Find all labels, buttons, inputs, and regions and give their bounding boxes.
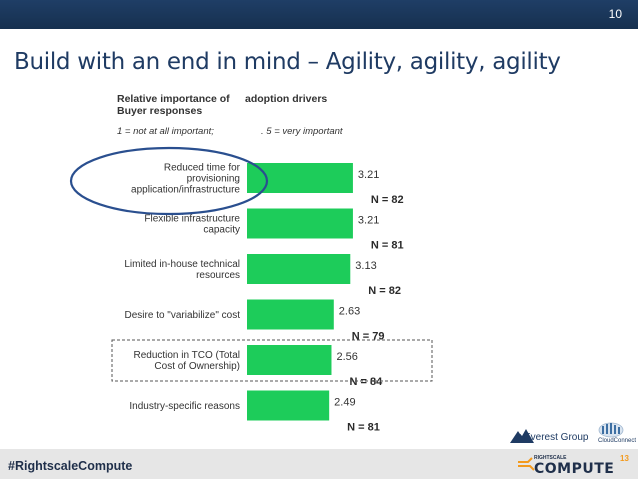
category-label-1: Flexible infrastructure capacity [144,214,240,236]
value-label-5: 2.49 [334,397,355,409]
cloudconnect-logo-text: CloudConnect [598,438,637,444]
highlight-circle [69,146,269,216]
category-label-2: Limited in-house technical resources [124,259,240,281]
value-label-1: 3.21 [358,215,379,227]
chart-header: Relative importance of adoption drivers B… [117,93,447,117]
category-label-4: Reduction in TCO (Total Cost of Ownership… [133,350,240,372]
bar-4 [247,345,332,375]
scale-low-label: 1 = not at all important; [117,126,214,137]
category-label-5: Industry-specific reasons [129,401,240,412]
n-label-4: N = 84 [349,376,383,388]
n-label-1: N = 81 [371,240,404,252]
scale-note: 1 = not at all important; . 5 = very impo… [117,126,447,137]
slide-number: 10 [608,7,622,21]
scale-high-label: . 5 = very important [261,126,343,137]
n-label-3: N = 79 [352,331,385,343]
value-label-2: 3.13 [355,260,376,272]
rightscale-small-text: RIGHTSCALE [534,455,567,461]
everest-group-logo-text: Everest Group [524,432,589,443]
n-label-2: N = 82 [368,285,401,297]
footer-bar [0,449,638,479]
value-label-3: 2.63 [339,306,360,318]
category-label-0: Reduced time for provisioning application/… [131,163,241,196]
cloudconnect-logo-icon [598,422,624,438]
bar-0 [247,163,353,193]
compute-logo-number: 13 [620,454,629,463]
chart-header-line2: Buyer responses [117,105,203,117]
chart-header-line1-a: Relative importance of [117,93,230,105]
value-label-0: 3.21 [358,169,379,181]
chart-header-line1-b: adoption drivers [245,93,328,105]
compute-logo-text: COMPUTE [534,461,614,477]
n-label-5: N = 81 [347,422,380,434]
bar-2 [247,254,351,284]
n-label-0: N = 82 [371,194,404,206]
top-header-bar: 10 [0,0,638,29]
bar-5 [247,390,330,421]
value-label-4: 2.56 [336,351,357,363]
highlight-dashed-box [111,339,433,382]
footer-hashtag: #RightscaleCompute [8,459,133,473]
bar-1 [247,208,353,239]
rightscale-compute-logo-icon: RIGHTSCALE COMPUTE 13 [518,454,629,477]
category-label-3: Desire to "variabilize" cost [125,310,241,321]
bar-3 [247,299,334,330]
slide-title: Build with an end in mind – Agility, agi… [14,49,561,75]
everest-group-logo-icon [510,429,534,443]
